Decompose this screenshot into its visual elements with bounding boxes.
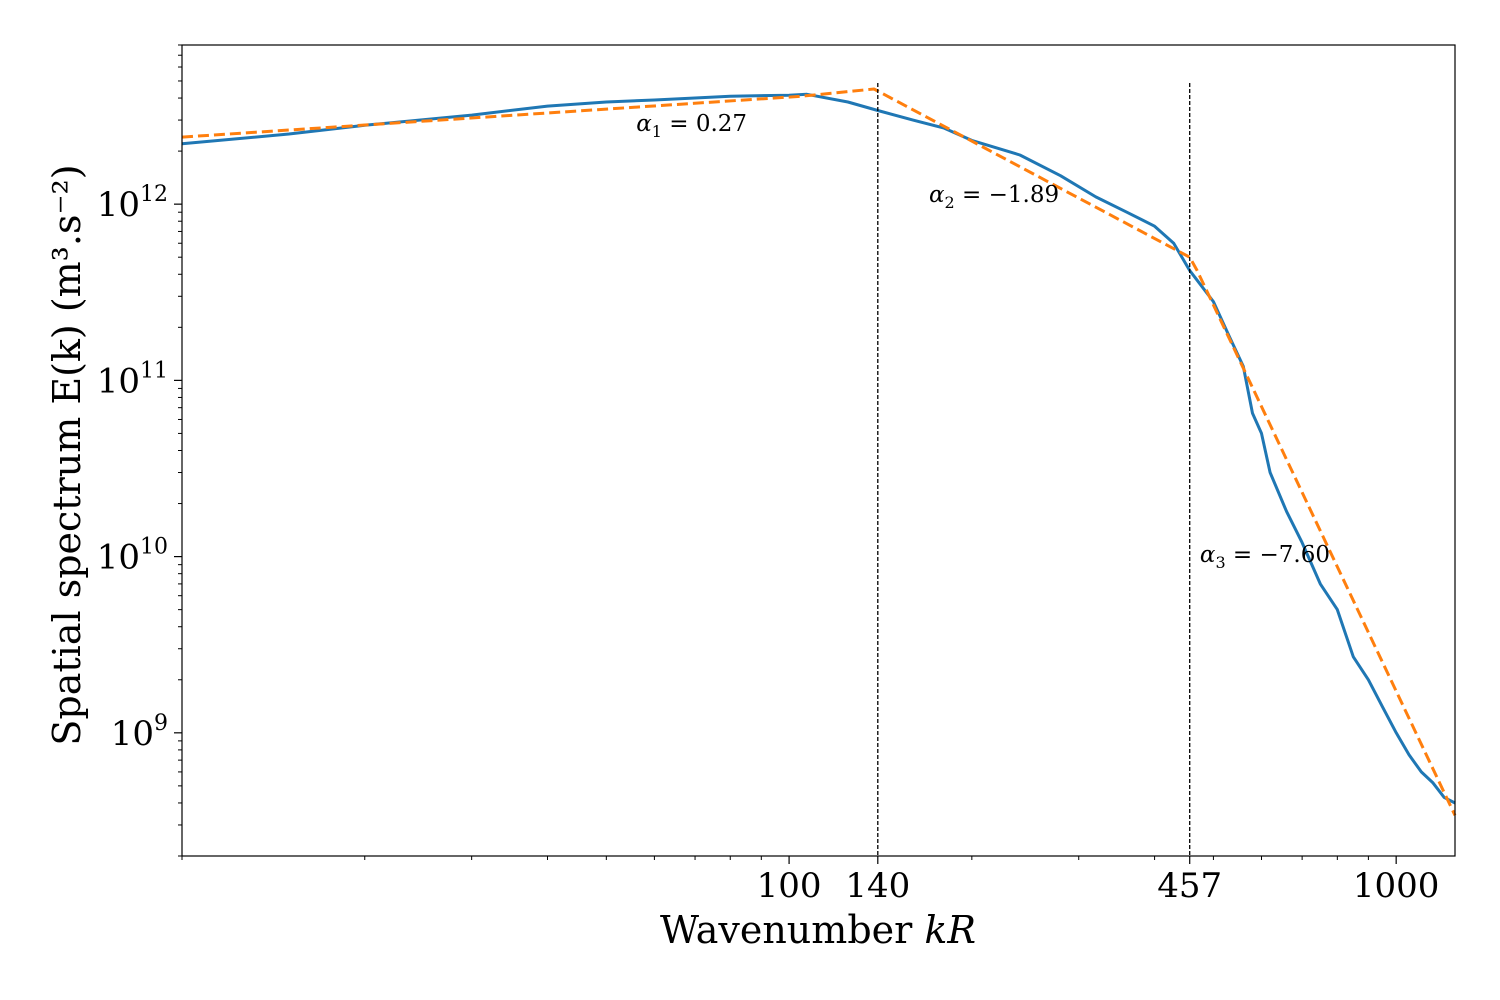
slope-annotation-1: α1 = 0.27 (636, 111, 747, 141)
y-tick-label-10: 1010 (97, 535, 168, 578)
x-tick-label-457: 457 (1157, 866, 1222, 906)
y-tick-label-9: 109 (111, 711, 168, 754)
plot-area (182, 45, 1455, 856)
spectrum-line-0 (181, 92, 1456, 805)
x-tick-label-100: 100 (757, 866, 822, 906)
x-tick-label-1000: 1000 (1353, 866, 1440, 906)
x-axis-title: Wavenumber kR (660, 908, 976, 952)
y-tick-label-11: 1011 (97, 358, 168, 401)
fit-line-dashed-1 (181, 87, 1457, 817)
x-axis-title-var: kR (924, 908, 976, 952)
slope-annotation-2: α2 = −1.89 (929, 182, 1059, 212)
slope-annotation-3: α3 = −7.60 (1200, 542, 1330, 572)
y-axis-title: Spatial spectrum E(k) (m³.s⁻²) (45, 164, 89, 745)
x-axis-title-text: Wavenumber (660, 908, 924, 952)
x-tick-label-140: 140 (845, 866, 910, 906)
y-tick-label-12: 1012 (97, 182, 168, 225)
